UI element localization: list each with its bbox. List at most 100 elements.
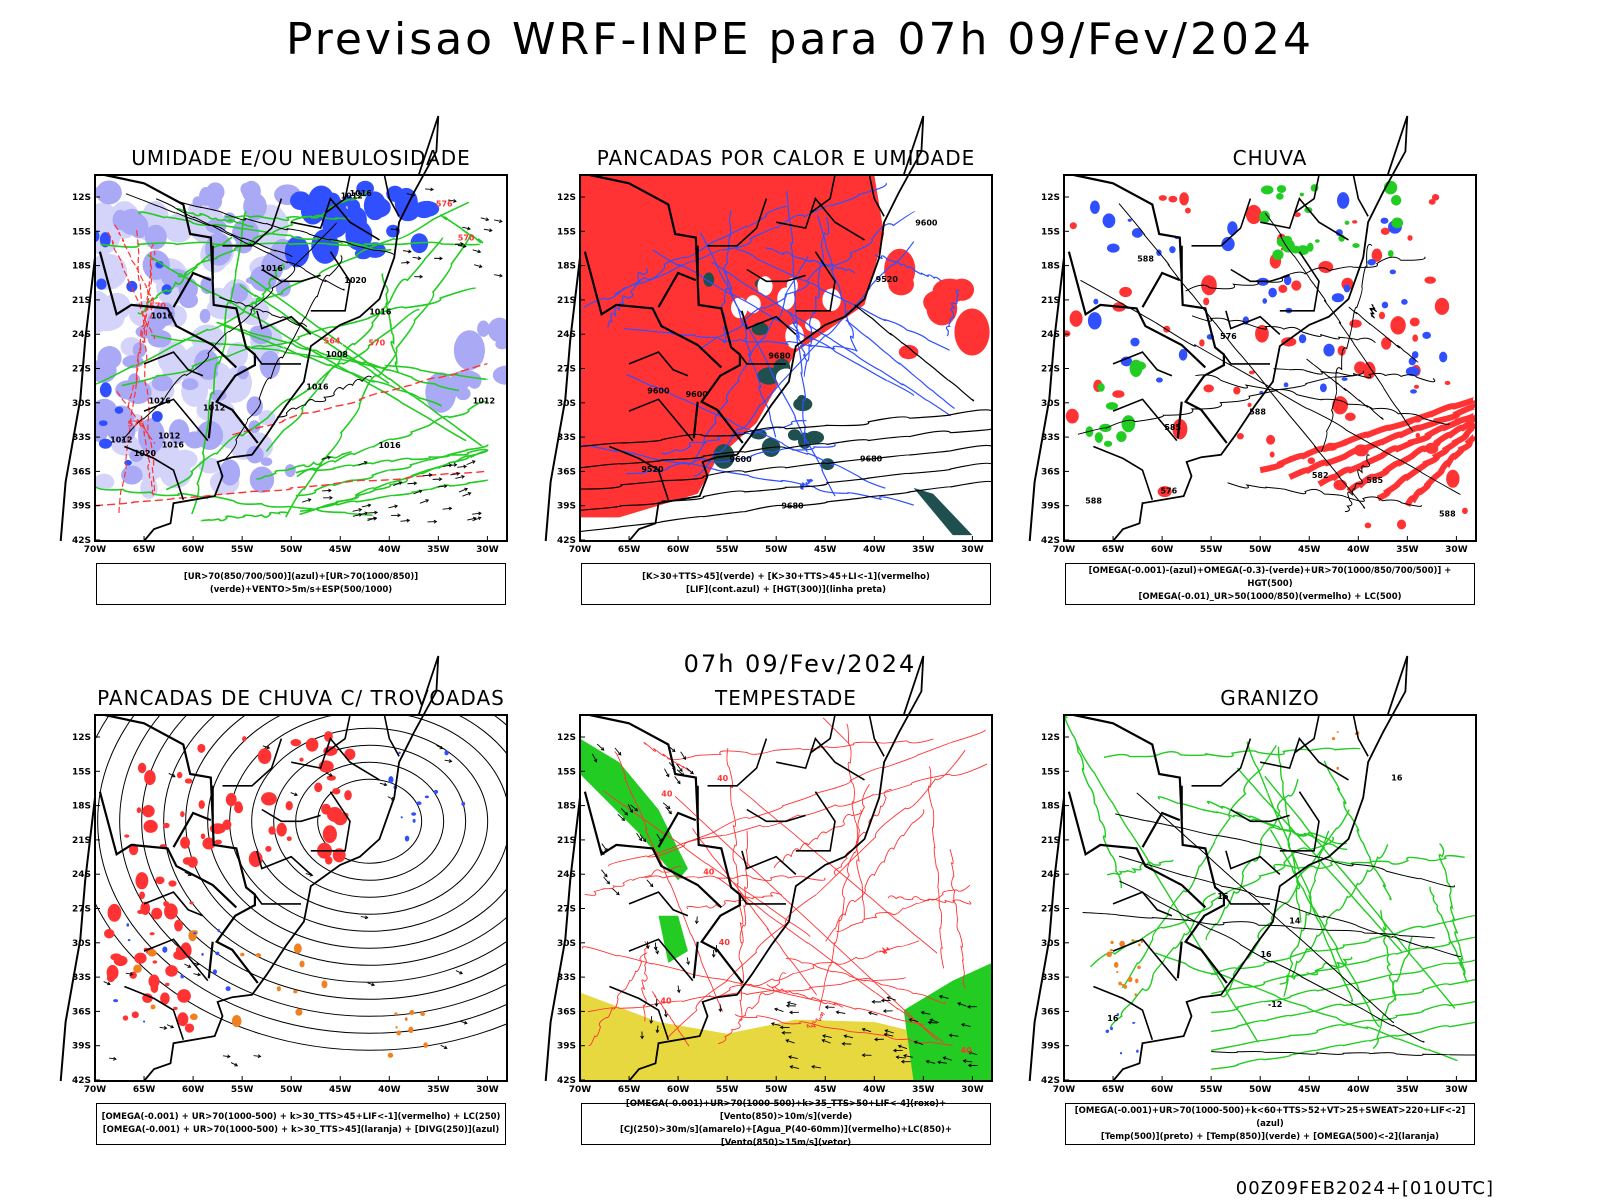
humidity-area-high [99, 232, 111, 248]
rain-red-area [1278, 284, 1288, 293]
divergence-area [142, 1020, 146, 1023]
wind-vector [962, 1059, 967, 1063]
clear-area [745, 295, 761, 314]
contour-label: 570 [369, 339, 386, 348]
wind-vector [788, 1056, 798, 1060]
border-line [310, 251, 351, 312]
hgt300-contour [580, 428, 992, 469]
border-line [1225, 310, 1281, 335]
border-line [291, 196, 380, 241]
lat-tick-label: 33S [557, 433, 576, 443]
east-coastline [143, 655, 440, 1082]
lat-tick-label: 30S [72, 939, 91, 949]
humidity-area [455, 386, 471, 401]
panel-title-chuva: CHUVA [1232, 146, 1308, 170]
border-line [1191, 738, 1252, 787]
humidity-area [111, 418, 136, 444]
contour-label: 9600 [647, 387, 670, 396]
precipitable-water-contour [584, 865, 682, 896]
border-line [795, 791, 836, 852]
wind-vector [329, 495, 333, 500]
humidity-area-high [96, 278, 107, 290]
border-line [746, 268, 806, 283]
temp500-contour [1082, 911, 1436, 939]
humidity-area-high [356, 180, 375, 197]
clear-area [805, 318, 821, 332]
wind-vector [621, 817, 626, 822]
lat-tick-label: 30S [1041, 399, 1060, 409]
rain-red-area [1233, 386, 1241, 395]
streamline-arrow [222, 1055, 230, 1058]
border-line [657, 271, 697, 308]
wind-vector [483, 228, 493, 232]
thunderstorm-red-area [176, 771, 183, 779]
thunderstorm-red-area [242, 736, 247, 742]
lon-tick-label: 60W [1151, 1085, 1174, 1095]
border-line [222, 738, 283, 787]
lat-tick-label: 15S [557, 767, 576, 777]
footer-timestamp: 00Z09FEB2024+[010UTC] [1235, 1178, 1494, 1199]
wind-vector [895, 1055, 900, 1060]
border-line [1112, 891, 1173, 917]
wind-vector [843, 1034, 848, 1039]
legend-line: [LIF](cont.azul) + [HGT(300)](linha pret… [685, 585, 887, 595]
contour-label: 1012 [203, 403, 225, 412]
lat-tick-label: 42S [72, 1076, 91, 1086]
wind-vector [374, 510, 378, 515]
lat-tick-label: 18S [72, 262, 91, 272]
map-pancadas-calor: 96809680968096009520960096009600952012S1… [544, 115, 993, 555]
legend-line: [K>30+TTS>45](verde) + [K>30+TTS>45+LI<-… [642, 572, 930, 582]
heat-instability-area [884, 248, 916, 291]
lon-tick-label: 70W [84, 545, 107, 555]
lat-tick-label: 24S [1041, 330, 1060, 340]
border-line [692, 941, 699, 979]
contour-label: 40 [961, 1046, 973, 1055]
rain-green-area [1259, 210, 1271, 224]
contour-label: 1012 [341, 191, 363, 200]
temp500-contour [1136, 792, 1394, 1024]
humidity-area [453, 330, 485, 371]
hgt500-contour [1273, 368, 1436, 383]
lon-tick-label: 70W [569, 1085, 592, 1095]
lat-tick-label: 33S [1041, 433, 1060, 443]
thunderstorm-red-area [305, 737, 319, 752]
streamline [185, 715, 507, 966]
thunderstorm-red-area [142, 805, 155, 818]
lon-tick-label: 40W [863, 1085, 886, 1095]
wind-vector [900, 1059, 905, 1064]
lat-tick-label: 33S [1041, 973, 1060, 983]
lifted-index-contour [789, 311, 807, 361]
humidity-area-high [354, 247, 372, 260]
humidity-area-light [95, 473, 115, 491]
plot-border [579, 174, 993, 542]
streamline-arrow [195, 962, 200, 966]
border-line [776, 736, 865, 781]
border-line [1352, 174, 1369, 217]
hgt500-contour [1077, 370, 1365, 435]
thunderstorm-orange-area [276, 986, 281, 992]
thunderstorm-red-area [106, 965, 119, 980]
rh-green-contour [176, 208, 254, 228]
lon-tick-label: 30W [1445, 1085, 1468, 1095]
border-line [1294, 714, 1320, 754]
humidity-area [249, 466, 275, 493]
border-line [256, 310, 312, 335]
lat-tick-label: 21S [557, 836, 576, 846]
wind-vector [686, 961, 691, 966]
temp850-contour [1269, 829, 1381, 1028]
thunderstorm-red-area [135, 872, 149, 890]
wind-vector [406, 518, 411, 523]
lifted-index-contour [693, 241, 915, 477]
panel-title-tempestade: TEMPESTADE [715, 686, 857, 710]
wind-vector [880, 998, 885, 1003]
rh-green-contour [165, 308, 420, 491]
rain-red-area [1396, 519, 1407, 530]
border-line [207, 401, 214, 439]
precipitable-water-contour [739, 788, 938, 954]
lat-tick-label: 15S [557, 227, 576, 237]
rh-green-contour [265, 236, 444, 452]
wind-vector [789, 1010, 793, 1015]
wind-vector [949, 1034, 959, 1037]
divergence-area [215, 951, 220, 956]
omega-orange-area [1138, 943, 1141, 947]
